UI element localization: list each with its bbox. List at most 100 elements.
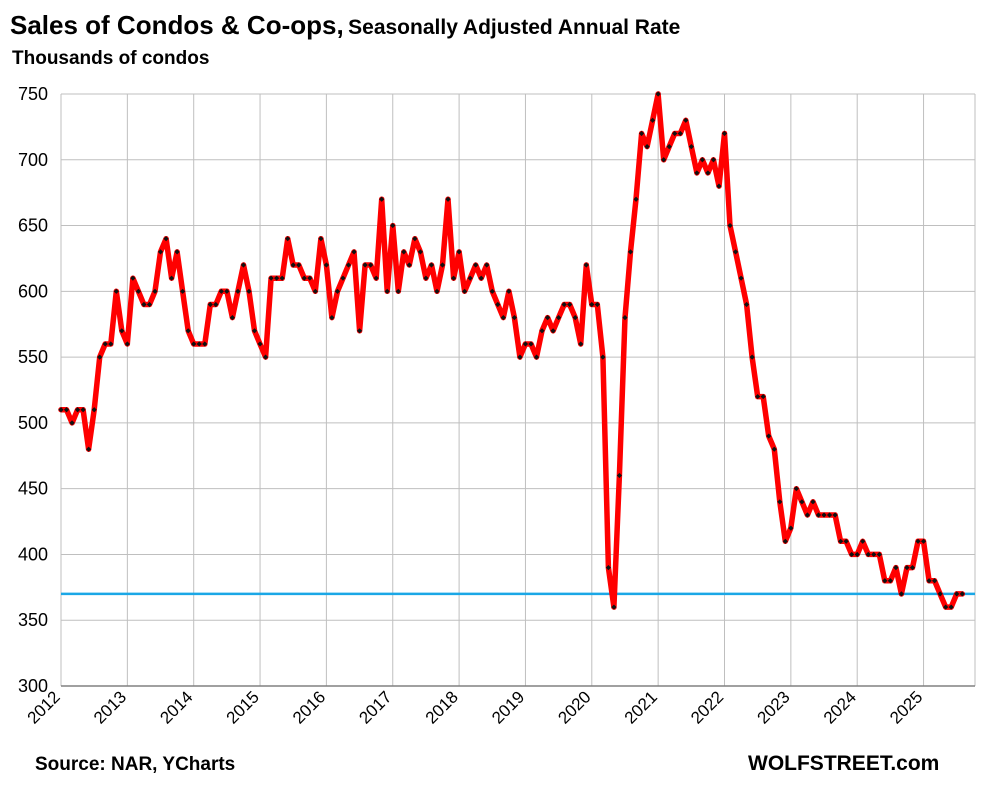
y-tick-label: 550 <box>18 347 48 367</box>
data-point <box>943 604 949 610</box>
data-point <box>744 301 750 308</box>
data-point <box>567 301 573 308</box>
data-point <box>312 288 318 294</box>
x-tick-label: 2013 <box>90 687 130 727</box>
data-point <box>699 157 705 163</box>
data-point <box>810 499 816 505</box>
data-point <box>69 420 75 426</box>
data-point <box>362 262 368 268</box>
data-point <box>130 275 136 281</box>
data-point <box>434 288 440 294</box>
data-point <box>860 538 866 544</box>
data-point <box>489 288 495 294</box>
data-point <box>290 262 296 268</box>
data-point <box>638 130 645 137</box>
data-point <box>207 301 213 308</box>
series-line <box>58 91 966 610</box>
data-point <box>909 565 916 571</box>
data-point <box>224 288 230 294</box>
data-point <box>650 117 656 123</box>
data-point <box>323 262 329 268</box>
data-point <box>522 341 529 347</box>
data-point <box>600 354 606 360</box>
y-tick-label: 600 <box>18 281 48 301</box>
data-point <box>185 328 191 334</box>
data-point <box>871 551 877 558</box>
data-point <box>334 288 341 294</box>
data-point <box>932 578 938 584</box>
data-point <box>838 538 844 544</box>
data-point <box>804 512 811 518</box>
data-point <box>672 130 678 137</box>
data-point <box>268 275 274 281</box>
data-point <box>74 407 81 413</box>
data-point <box>274 275 280 281</box>
data-point <box>146 301 153 308</box>
data-point <box>191 341 197 347</box>
data-point <box>168 275 175 281</box>
data-point <box>356 328 363 334</box>
data-point <box>920 538 927 544</box>
x-tick-label: 2025 <box>886 687 926 727</box>
data-point <box>467 275 473 281</box>
data-point <box>655 91 661 97</box>
x-tick-label: 2022 <box>687 687 727 727</box>
data-point <box>865 551 871 558</box>
data-point <box>849 551 855 558</box>
data-point <box>384 288 390 294</box>
data-point <box>677 130 683 137</box>
data-point <box>428 262 435 268</box>
data-point <box>478 275 484 281</box>
x-tick-label: 2024 <box>820 687 860 727</box>
data-point <box>473 262 479 268</box>
data-point <box>163 236 169 242</box>
data-point <box>307 275 313 281</box>
data-point <box>716 183 722 189</box>
data-point <box>506 288 512 294</box>
data-point <box>80 407 86 413</box>
data-point <box>749 354 755 360</box>
data-point <box>782 538 788 544</box>
data-point <box>351 249 357 255</box>
data-point <box>705 170 711 176</box>
data-point <box>832 512 838 518</box>
data-point <box>296 262 302 268</box>
data-point <box>611 604 617 610</box>
data-point <box>594 301 600 308</box>
data-point <box>141 301 147 308</box>
data-point <box>738 275 744 281</box>
data-point <box>539 328 545 334</box>
data-point <box>937 591 943 597</box>
data-point <box>948 604 954 610</box>
data-point <box>63 407 70 413</box>
data-point <box>605 565 611 571</box>
data-point <box>511 315 517 321</box>
data-point <box>373 275 379 281</box>
data-point <box>732 249 739 255</box>
data-point <box>821 512 827 518</box>
data-point <box>926 578 932 584</box>
data-point <box>229 315 236 321</box>
data-point <box>484 262 490 268</box>
data-point <box>340 275 346 281</box>
data-point <box>528 341 534 347</box>
source-note: Source: NAR, YCharts <box>35 754 236 775</box>
data-point <box>694 170 700 176</box>
data-point <box>439 262 446 268</box>
x-tick-label: 2017 <box>355 687 395 727</box>
data-point <box>58 407 64 413</box>
data-point <box>417 249 423 255</box>
data-point <box>450 275 457 281</box>
data-point <box>627 249 634 255</box>
data-point <box>246 288 252 294</box>
data-point <box>379 196 385 202</box>
data-point <box>345 262 352 268</box>
data-point <box>135 288 142 294</box>
x-tick-label: 2021 <box>621 687 661 727</box>
data-point <box>495 301 501 308</box>
data-point <box>180 288 186 294</box>
data-point <box>406 262 412 268</box>
data-point <box>887 578 893 584</box>
data-point <box>423 275 429 281</box>
